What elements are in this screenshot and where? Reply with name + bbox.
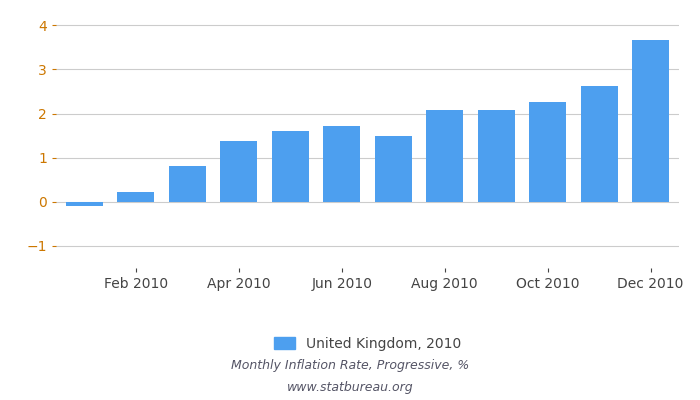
Bar — [272, 131, 309, 202]
Bar — [477, 110, 514, 202]
Bar — [220, 141, 258, 202]
Text: Monthly Inflation Rate, Progressive, %: Monthly Inflation Rate, Progressive, % — [231, 360, 469, 372]
Bar — [374, 136, 412, 202]
Bar — [323, 126, 360, 202]
Legend: United Kingdom, 2010: United Kingdom, 2010 — [268, 331, 467, 356]
Bar — [529, 102, 566, 202]
Bar — [66, 202, 103, 206]
Bar — [118, 192, 154, 202]
Bar — [581, 86, 617, 202]
Bar — [426, 110, 463, 202]
Bar — [632, 40, 669, 202]
Text: www.statbureau.org: www.statbureau.org — [287, 382, 413, 394]
Bar — [169, 166, 206, 202]
